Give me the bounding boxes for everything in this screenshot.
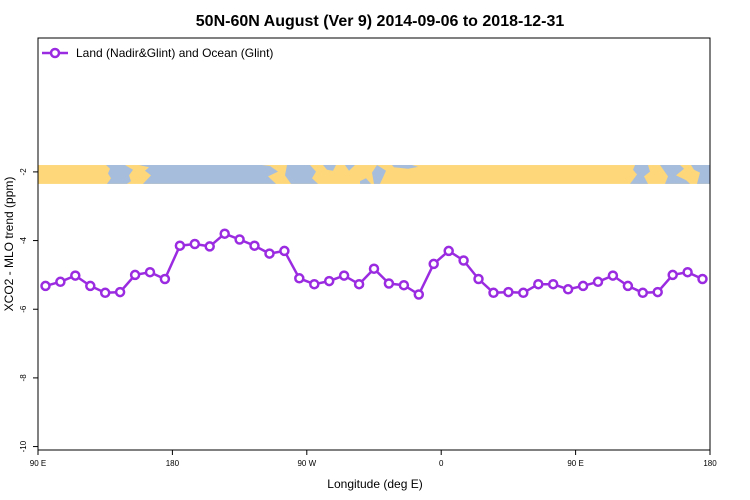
map-ocean-10 (660, 165, 690, 184)
y-tick-label-0: -10 (19, 440, 28, 452)
data-point-11 (204, 241, 215, 252)
map-ocean-5 (345, 165, 355, 171)
x-tick-label-4: 90 E (567, 459, 583, 468)
x-tick-label-1: 180 (166, 459, 180, 468)
data-point-35 (562, 284, 574, 295)
data-point-23 (383, 278, 395, 289)
map-ocean-2 (243, 165, 254, 170)
map-ocean-0 (106, 165, 133, 184)
series-layer (40, 228, 708, 300)
data-point-16 (279, 245, 290, 257)
data-point-28 (458, 255, 469, 266)
data-point-36 (577, 280, 589, 292)
data-point-40 (637, 287, 649, 299)
data-point-18 (309, 278, 320, 290)
map-ocean-6 (360, 178, 371, 184)
data-point-17 (294, 273, 305, 284)
legend-marker (49, 47, 61, 59)
data-point-21 (353, 278, 365, 290)
data-point-41 (652, 286, 663, 298)
data-point-32 (518, 287, 529, 299)
data-point-7 (144, 266, 156, 278)
data-point-19 (323, 275, 335, 287)
map-ocean-9 (630, 165, 650, 184)
data-point-4 (99, 287, 111, 299)
y-tick-label-1: -8 (19, 374, 28, 382)
legend: Land (Nadir&Glint) and Ocean (Glint) (42, 46, 273, 60)
data-point-22 (368, 263, 380, 274)
map-ocean-7 (372, 165, 386, 184)
y-axis: -10 -8 -6 -4 -2 (19, 168, 38, 452)
data-point-9 (174, 240, 186, 251)
map-ocean-1 (139, 165, 278, 184)
data-point-37 (592, 276, 604, 288)
data-point-3 (85, 280, 96, 292)
data-point-12 (219, 228, 230, 239)
y-tick-label-3: -4 (19, 236, 28, 244)
data-point-10 (189, 238, 201, 250)
data-point-27 (443, 245, 454, 257)
data-point-15 (264, 248, 275, 259)
y-axis-label: XCO2 - MLO trend (ppm) (2, 177, 16, 312)
plot-frame (37, 37, 711, 451)
data-point-6 (129, 269, 141, 281)
data-point-42 (667, 269, 678, 281)
data-point-14 (249, 240, 260, 251)
data-point-34 (547, 278, 559, 290)
data-point-20 (338, 270, 350, 281)
data-point-5 (114, 286, 126, 298)
data-point-26 (428, 258, 439, 270)
data-point-43 (682, 266, 693, 278)
map-ocean-11 (691, 165, 710, 184)
data-point-25 (413, 289, 425, 300)
world-map-band (38, 165, 710, 184)
data-point-0 (40, 280, 51, 292)
x-axis-label: Longitude (deg E) (327, 477, 422, 491)
data-point-30 (488, 287, 499, 299)
data-point-29 (473, 273, 484, 285)
data-point-33 (533, 278, 544, 290)
legend-label: Land (Nadir&Glint) and Ocean (Glint) (76, 46, 273, 60)
data-point-1 (55, 276, 66, 288)
map-ocean-3 (285, 165, 318, 184)
map-ocean-4 (323, 165, 336, 171)
x-axis: 90 E 180 90 W 0 90 E 180 (30, 450, 717, 468)
data-point-31 (503, 286, 514, 298)
data-point-13 (234, 234, 245, 245)
data-point-39 (622, 280, 634, 292)
x-tick-label-3: 0 (439, 459, 444, 468)
x-tick-label-0: 90 E (30, 459, 46, 468)
map-ocean-8 (392, 165, 418, 169)
y-tick-label-2: -6 (19, 305, 28, 313)
data-point-8 (159, 273, 171, 285)
chart-title: 50N-60N August (Ver 9) 2014-09-06 to 201… (196, 13, 565, 30)
data-point-38 (607, 270, 619, 281)
x-tick-label-2: 90 W (297, 459, 316, 468)
x-tick-label-5: 180 (703, 459, 717, 468)
data-point-2 (70, 270, 81, 281)
data-point-24 (398, 279, 410, 291)
data-point-44 (697, 273, 708, 285)
y-tick-label-4: -2 (19, 168, 28, 176)
